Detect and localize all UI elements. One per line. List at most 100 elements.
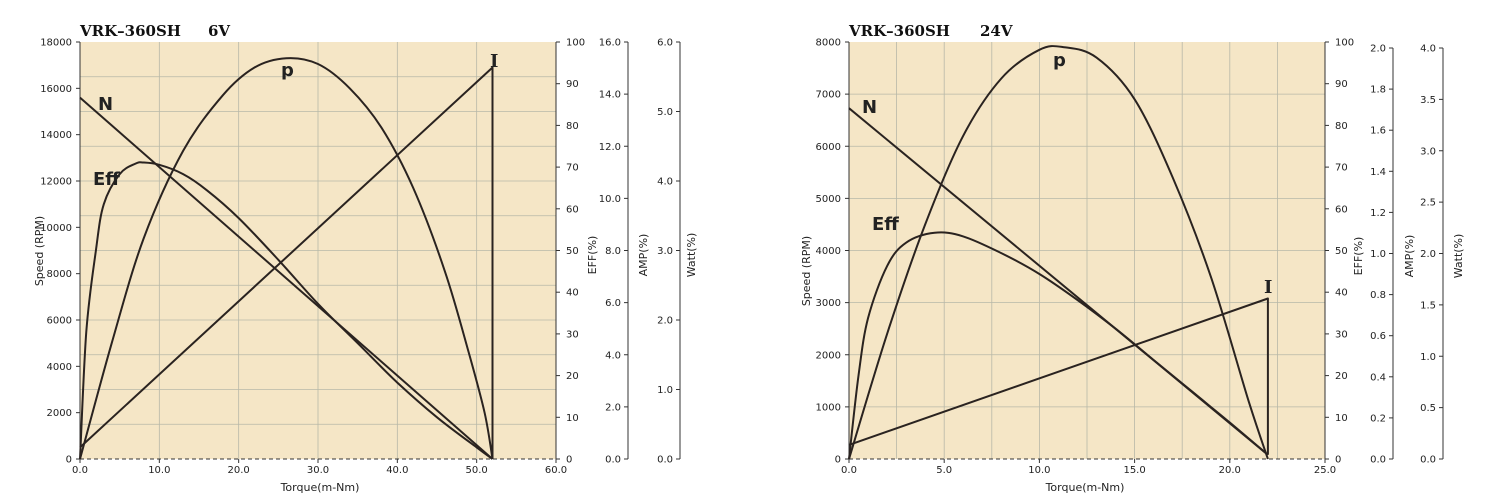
y-tick-label: 4000 xyxy=(816,246,841,257)
right-axis-label-eff: EFF(%) xyxy=(586,236,599,275)
right-tick-label: 3.0 xyxy=(1420,146,1436,157)
x-tick-label: 5.0 xyxy=(936,465,952,476)
y-tick-label: 3000 xyxy=(816,298,841,309)
right-tick-label: 2.5 xyxy=(1420,198,1436,209)
right-tick-label: 0 xyxy=(1335,455,1341,466)
y-tick-label: 2000 xyxy=(816,350,841,361)
right-tick-label: 70 xyxy=(566,163,579,174)
x-tick-label: 0.0 xyxy=(72,465,88,476)
x-axis-label: Torque(m-Nm) xyxy=(280,481,360,494)
x-tick-label: 30.0 xyxy=(307,465,329,476)
x-tick-label: 10.0 xyxy=(148,465,170,476)
right-tick-label: 0.2 xyxy=(1370,413,1386,424)
series-label-i: I xyxy=(490,51,498,72)
right-tick-label: 12.0 xyxy=(599,142,621,153)
x-tick-label: 20.0 xyxy=(228,465,250,476)
series-line-p xyxy=(848,45,1269,460)
x-axis-label: Torque(m-Nm) xyxy=(1045,481,1125,494)
right-tick-label: 2.0 xyxy=(1370,44,1386,55)
right-tick-label: 60 xyxy=(1335,204,1348,215)
y-tick-label: 14000 xyxy=(40,130,72,141)
right-tick-label: 0.8 xyxy=(1370,290,1386,301)
chart-voltage: 24V xyxy=(980,22,1013,40)
y-tick-label: 7000 xyxy=(816,90,841,101)
right-tick-label: 2.0 xyxy=(605,402,621,413)
right-tick-label: 10.0 xyxy=(599,194,621,205)
y-tick-label: 16000 xyxy=(40,84,72,95)
series-label-eff: Eff xyxy=(872,214,899,235)
right-tick-label: 6.0 xyxy=(657,38,673,49)
right-axis-label-amp: AMP(%) xyxy=(637,234,650,277)
right-tick-label: 0.5 xyxy=(1420,403,1436,414)
right-tick-label: 0 xyxy=(566,455,572,466)
series-label-p: p xyxy=(1053,50,1066,71)
right-tick-label: 70 xyxy=(1335,163,1348,174)
y-tick-label: 6000 xyxy=(816,142,841,153)
right-tick-label: 100 xyxy=(1335,38,1354,49)
right-tick-label: 1.0 xyxy=(1370,249,1386,260)
x-tick-label: 25.0 xyxy=(1314,465,1336,476)
right-tick-label: 1.5 xyxy=(1420,300,1436,311)
right-tick-label: 2.0 xyxy=(657,316,673,327)
series-line-n xyxy=(79,96,494,460)
right-tick-label: 8.0 xyxy=(605,246,621,257)
right-tick-label: 80 xyxy=(1335,121,1348,132)
x-tick-label: 10.0 xyxy=(1028,465,1050,476)
right-tick-label: 0.0 xyxy=(605,455,621,466)
y-tick-label: 5000 xyxy=(816,194,841,205)
x-tick-label: 0.0 xyxy=(841,465,857,476)
y-tick-label: 6000 xyxy=(47,316,72,327)
y-tick-label: 10000 xyxy=(40,223,72,234)
right-tick-label: 0.6 xyxy=(1370,331,1386,342)
right-tick-label: 0.4 xyxy=(1370,372,1386,383)
chart-title: VRK–360SH xyxy=(79,22,181,40)
right-tick-label: 4.0 xyxy=(1420,44,1436,55)
series-line-eff xyxy=(79,161,494,460)
right-tick-label: 20 xyxy=(1335,371,1348,382)
right-tick-label: 16.0 xyxy=(599,38,621,49)
right-axis-label-eff: EFF(%) xyxy=(1352,237,1365,276)
right-axis-label-amp: AMP(%) xyxy=(1403,235,1416,278)
y-tick-label: 1000 xyxy=(816,402,841,413)
series-label-n: N xyxy=(98,94,113,115)
y-tick-label: 2000 xyxy=(47,408,72,419)
right-tick-label: 1.8 xyxy=(1370,85,1386,96)
right-tick-label: 14.0 xyxy=(599,90,621,101)
x-tick-label: 20.0 xyxy=(1219,465,1241,476)
y-tick-label: 8000 xyxy=(47,269,72,280)
right-tick-label: 30 xyxy=(1335,329,1348,340)
y-tick-label: 18000 xyxy=(40,38,72,49)
series-line-eff xyxy=(848,231,1269,460)
right-tick-label: 4.0 xyxy=(657,177,673,188)
y-tick-label: 0 xyxy=(835,455,841,466)
right-tick-label: 3.5 xyxy=(1420,95,1436,106)
series-label-p: p xyxy=(281,60,294,81)
y-axis-label: Speed (RPM) xyxy=(33,216,46,286)
right-tick-label: 1.2 xyxy=(1370,208,1386,219)
right-tick-label: 1.6 xyxy=(1370,126,1386,137)
series-line-i xyxy=(848,297,1269,455)
right-axis-label-watt: Watt(%) xyxy=(1452,234,1465,279)
y-tick-label: 4000 xyxy=(47,362,72,373)
chart-panel-6v: VRK–360SH 6V Torque(m-Nm) Speed (RPM) EF… xyxy=(33,22,698,494)
right-tick-label: 50 xyxy=(1335,246,1348,257)
x-tick-label: 60.0 xyxy=(545,465,567,476)
series-label-i: I xyxy=(1264,277,1272,298)
series-line-i xyxy=(79,66,494,459)
right-tick-label: 2.0 xyxy=(1420,249,1436,260)
series-label-n: N xyxy=(862,97,877,118)
right-tick-label: 0.0 xyxy=(657,455,673,466)
right-tick-label: 0.0 xyxy=(1420,455,1436,466)
right-tick-label: 6.0 xyxy=(605,298,621,309)
right-tick-label: 90 xyxy=(566,79,579,90)
right-tick-label: 20 xyxy=(566,371,579,382)
right-tick-label: 1.0 xyxy=(1420,352,1436,363)
right-tick-label: 1.0 xyxy=(657,385,673,396)
right-tick-label: 30 xyxy=(566,329,579,340)
x-tick-label: 15.0 xyxy=(1123,465,1145,476)
chart-title: VRK–360SH xyxy=(848,22,950,40)
right-tick-label: 5.0 xyxy=(657,107,673,118)
right-tick-label: 10 xyxy=(1335,413,1348,424)
right-tick-label: 50 xyxy=(566,246,579,257)
